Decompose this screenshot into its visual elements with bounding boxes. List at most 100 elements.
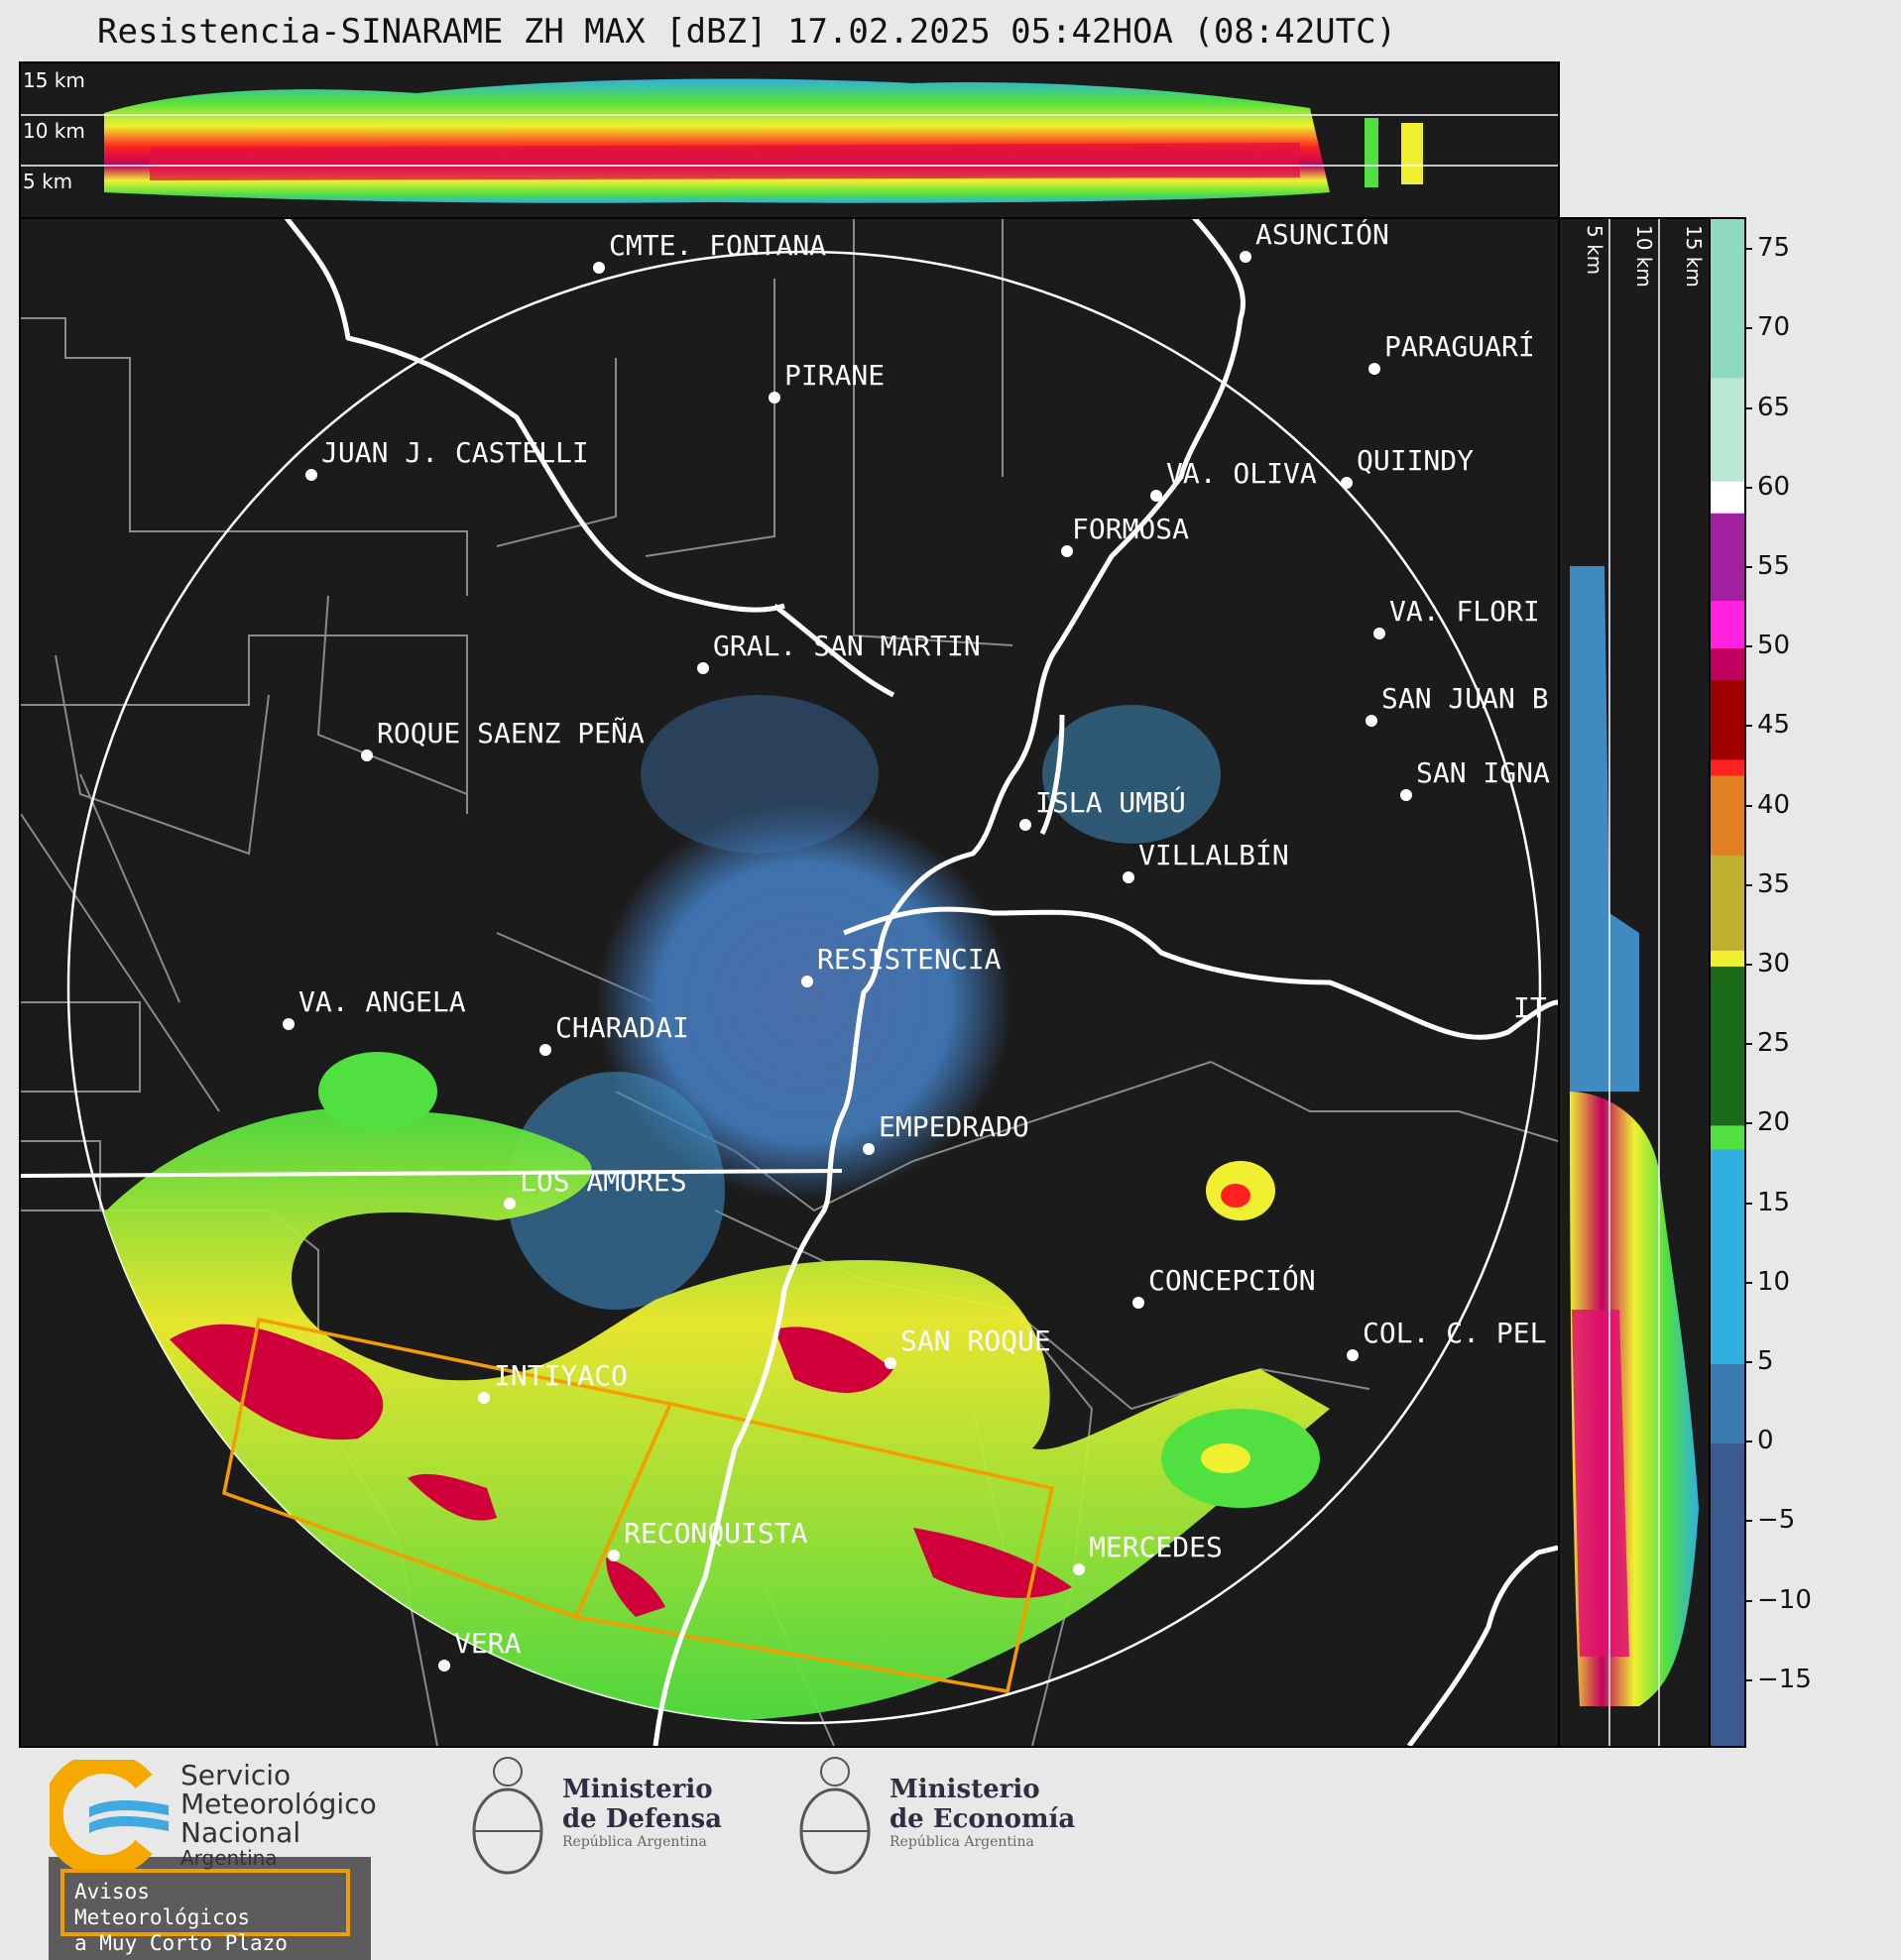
city-isla-umbu: ISLA UMBÚ: [1019, 785, 1186, 831]
colorbar-segment: [1711, 601, 1744, 650]
colorbar-segment: [1711, 378, 1744, 483]
rivers: [284, 219, 1558, 1746]
colorbar-segment: [1711, 966, 1744, 1127]
economia-text: Ministerio de Economía República Argenti…: [890, 1775, 1075, 1850]
colorbar-tick-mark: [1744, 1678, 1752, 1681]
river-formosa: [1039, 714, 1065, 836]
svg-text:RECONQUISTA: RECONQUISTA: [624, 1517, 808, 1550]
radar-map-svg: CMTE. FONTANA ASUNCIÓN PIRANE PARAGUARÍ …: [21, 219, 1558, 1746]
city-va-oliva: VA. OLIVA: [1150, 457, 1317, 502]
side-profile-echo-upper: [1570, 566, 1639, 1092]
colorbar-tick-label: 20: [1757, 1107, 1791, 1138]
city-roque-saenz-pena: ROQUE SAENZ PEÑA: [361, 716, 645, 761]
svg-text:VA. OLIVA: VA. OLIVA: [1166, 457, 1317, 490]
colorbar-tick-mark: [1744, 1361, 1752, 1363]
colorbar-tick-label: 65: [1757, 392, 1791, 422]
colorbar-tick-label: −5: [1757, 1505, 1796, 1536]
side-15km-label: 15 km: [1682, 225, 1706, 288]
svg-text:PIRANE: PIRANE: [784, 359, 885, 392]
svg-text:MERCEDES: MERCEDES: [1089, 1531, 1223, 1563]
colorbar-tick-label: −15: [1757, 1664, 1812, 1694]
city-markers: CMTE. FONTANA ASUNCIÓN PIRANE PARAGUARÍ …: [283, 219, 1550, 1672]
storm-core: [774, 1326, 893, 1393]
city-itati: IT: [1513, 991, 1547, 1024]
side-profile-svg: 5 km 10 km 15 km: [1570, 219, 1706, 1746]
colorbar-tick-label: 60: [1757, 471, 1791, 502]
svg-text:GRAL. SAN MARTIN: GRAL. SAN MARTIN: [713, 630, 981, 662]
colorbar-tick-mark: [1744, 1441, 1752, 1443]
colorbar-segment: [1711, 1149, 1744, 1365]
economia-line2: de Economía: [890, 1804, 1076, 1834]
smn-logo-text: Servicio Meteorológico Nacional Argentin…: [180, 1761, 377, 1869]
defensa-line3: República Argentina: [562, 1834, 707, 1850]
storm-cell: [1201, 1443, 1250, 1473]
city-juan-j-castelli: JUAN J. CASTELLI: [305, 436, 589, 481]
colorbar-tick-mark: [1744, 804, 1752, 807]
svg-text:COL. C. PEL: COL. C. PEL: [1363, 1317, 1546, 1349]
city-quiindy: QUIINDY: [1341, 444, 1474, 489]
storm-core: [408, 1473, 497, 1521]
colorbar-tick-mark: [1744, 1043, 1752, 1046]
colorbar-tick-label: 75: [1757, 233, 1791, 264]
top-10km-label: 10 km: [23, 119, 85, 143]
colorbar-tick-label: 25: [1757, 1028, 1791, 1059]
river-parana: [843, 906, 1558, 1040]
warning-polygons: [221, 1317, 1055, 1694]
clutter-echo: [507, 1072, 725, 1310]
city-san-juan-b: SAN JUAN B: [1366, 682, 1549, 727]
defensa-seal-icon: [472, 1757, 543, 1875]
svg-text:VA. FLORI: VA. FLORI: [1389, 595, 1540, 628]
top-profile-cell: [1365, 118, 1378, 187]
colorbar-segment: [1711, 648, 1744, 682]
economia-seal: [793, 1747, 878, 1881]
colorbar-segment: [1711, 759, 1744, 777]
city-asuncion: ASUNCIÓN: [1240, 219, 1389, 263]
city-pirane: PIRANE: [769, 359, 885, 404]
warning-polygon-east: [573, 1401, 1055, 1694]
city-col-c-pel: COL. C. PEL: [1347, 1317, 1546, 1361]
colorbar-svg: [1711, 219, 1744, 1746]
colorbar-tick-mark: [1744, 1520, 1752, 1523]
colorbar-tick-label: −10: [1757, 1584, 1812, 1615]
river-bermejo: [284, 219, 785, 613]
city-va-florida: VA. FLORI: [1373, 595, 1540, 639]
colorbar-tick-mark: [1744, 248, 1752, 251]
colorbar-tick-label: 30: [1757, 948, 1791, 979]
colorbar-tick-label: 70: [1757, 312, 1791, 343]
river-parana-south: [1406, 1545, 1558, 1746]
city-san-roque: SAN ROQUE: [885, 1325, 1051, 1369]
colorbar-tick-mark: [1744, 963, 1752, 966]
colorbar-segment: [1711, 219, 1744, 380]
svg-text:FORMOSA: FORMOSA: [1072, 513, 1189, 545]
svg-text:JUAN J. CASTELLI: JUAN J. CASTELLI: [321, 436, 589, 469]
dbz-colorbar: [1709, 217, 1746, 1748]
svg-text:SAN IGNA: SAN IGNA: [1416, 756, 1550, 789]
city-villalbin: VILLALBÍN: [1123, 838, 1289, 883]
smn-line4: Argentina: [180, 1846, 278, 1870]
clutter-echo: [1042, 705, 1221, 844]
warning-legend[interactable]: Avisos Meteorológicos a Muy Corto Plazo: [49, 1857, 371, 1960]
city-formosa: FORMOSA: [1061, 513, 1189, 557]
top-height-profile: 15 km 10 km 5 km: [19, 61, 1560, 219]
economia-line1: Ministerio: [890, 1775, 1040, 1804]
radar-map[interactable]: CMTE. FONTANA ASUNCIÓN PIRANE PARAGUARÍ …: [19, 217, 1560, 1960]
colorbar-segment: [1711, 775, 1744, 857]
svg-text:VERA: VERA: [454, 1627, 522, 1660]
storm-cell: [318, 1052, 437, 1131]
svg-text:QUIINDY: QUIINDY: [1357, 444, 1474, 477]
colorbar-segment: [1711, 950, 1744, 968]
svg-text:ISLA UMBÚ: ISLA UMBÚ: [1035, 785, 1186, 819]
svg-text:SAN ROQUE: SAN ROQUE: [900, 1325, 1051, 1357]
defensa-line1: Ministerio: [562, 1775, 713, 1804]
colorbar-segment: [1711, 1125, 1744, 1151]
colorbar-tick-label: 40: [1757, 789, 1791, 820]
colorbar-tick-mark: [1744, 883, 1752, 886]
colorbar-tick-mark: [1744, 1202, 1752, 1205]
side-10km-label: 10 km: [1632, 225, 1656, 288]
svg-text:CHARADAI: CHARADAI: [555, 1011, 689, 1044]
city-paraguari: PARAGUARÍ: [1368, 329, 1535, 375]
svg-text:IT: IT: [1513, 991, 1547, 1024]
clutter-echo: [596, 804, 1012, 1201]
side-5km-label: 5 km: [1583, 225, 1606, 275]
colorbar-tick-mark: [1744, 565, 1752, 568]
